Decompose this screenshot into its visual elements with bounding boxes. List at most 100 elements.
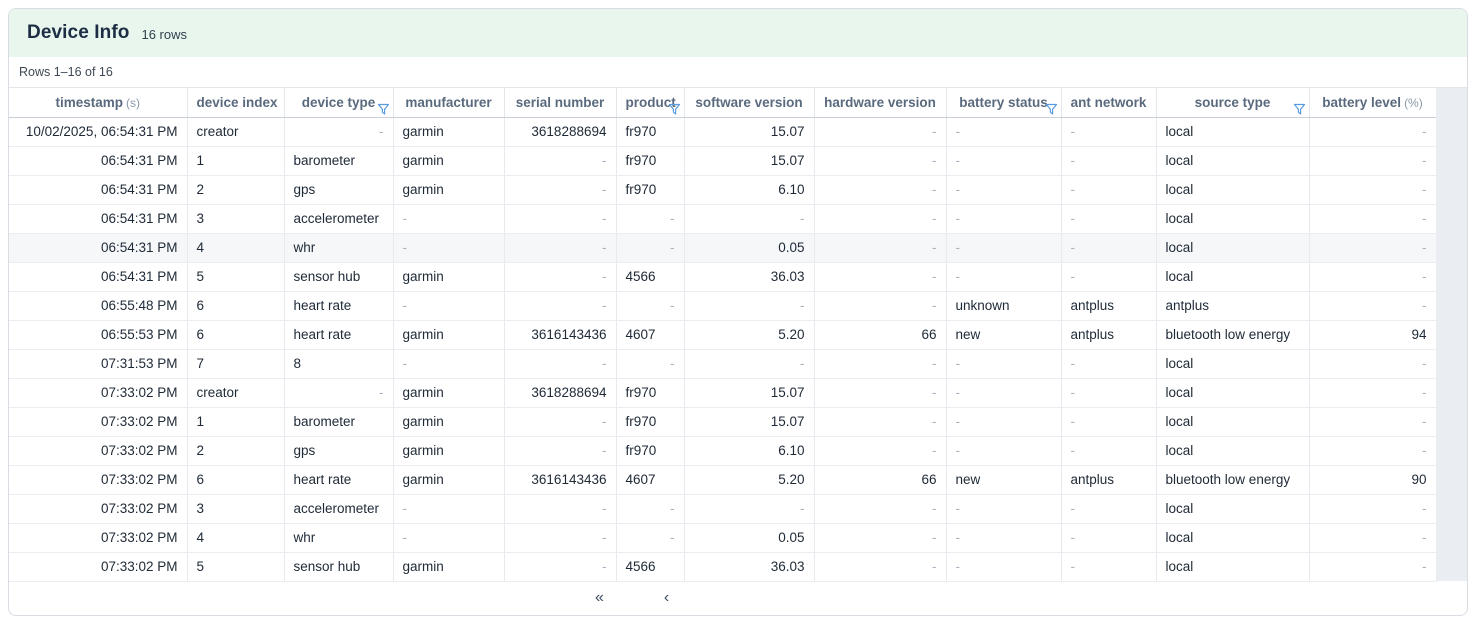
table-cell: 06:54:31 PM xyxy=(9,146,188,176)
table-cell: - xyxy=(1309,117,1437,147)
column-header-source-type[interactable]: source type xyxy=(1156,88,1310,118)
table-cell: - xyxy=(616,494,685,524)
table-cell: 15.07 xyxy=(684,407,815,437)
column-header-label: battery status xyxy=(959,94,1048,110)
table-row: 07:33:02 PM 2 gps garmin - fr970 6.10- - - local - xyxy=(9,436,1437,466)
table-cell: - xyxy=(814,117,947,147)
table-cell: garmin xyxy=(393,320,505,350)
table-cell: fr970 xyxy=(616,117,685,147)
table-cell: - xyxy=(504,349,617,379)
table-row: 07:31:53 PM 7 8- - - - - - - local - xyxy=(9,349,1437,379)
table-cell: - xyxy=(814,349,947,379)
table-row: 07:33:02 PM 3 accelerometer - - - - - - - local - xyxy=(9,494,1437,524)
table-cell: - xyxy=(814,436,947,466)
pagination-bar: « ‹ xyxy=(9,582,1362,615)
table-cell: new xyxy=(946,465,1062,495)
table-cell: garmin xyxy=(393,465,505,495)
filter-icon[interactable] xyxy=(377,103,390,116)
table-cell: 6.10 xyxy=(684,175,815,205)
table-cell: 4607 xyxy=(616,320,685,350)
table-cell: - xyxy=(814,494,947,524)
device-info-card: Device Info 16 rows Rows 1–16 of 16 time… xyxy=(8,8,1468,616)
filter-icon[interactable] xyxy=(1045,103,1058,116)
table-cell: - xyxy=(504,494,617,524)
column-header-device-index[interactable]: device index xyxy=(187,88,285,118)
table-cell: - xyxy=(1061,436,1157,466)
table-row: 07:33:02 PM 5 sensor hub garmin -4566 36.03- -… xyxy=(9,552,1437,582)
column-header-device-type[interactable]: device type xyxy=(284,88,394,118)
table-cell: - xyxy=(946,175,1062,205)
column-header-label: manufacturer xyxy=(405,94,492,110)
table-row: 10/02/2025, 06:54:31 PM creator - garmin 361… xyxy=(9,117,1437,147)
table-cell: - xyxy=(946,349,1062,379)
table-cell: - xyxy=(1309,407,1437,437)
table-cell: - xyxy=(814,378,947,408)
table-cell: fr970 xyxy=(616,407,685,437)
table-cell: accelerometer xyxy=(284,494,394,524)
table-cell: heart rate xyxy=(284,320,394,350)
table-cell: 4 xyxy=(187,523,285,553)
table-cell: - xyxy=(1061,523,1157,553)
table-cell: accelerometer xyxy=(284,204,394,234)
table-cell: local xyxy=(1156,175,1310,205)
table-row: 07:33:02 PM creator - garmin 3618288694 fr970… xyxy=(9,378,1437,408)
table-cell: - xyxy=(814,204,947,234)
table-cell: 4566 xyxy=(616,262,685,292)
table-cell: local xyxy=(1156,117,1310,147)
table-cell: heart rate xyxy=(284,465,394,495)
table-cell: local xyxy=(1156,204,1310,234)
table-cell: local xyxy=(1156,378,1310,408)
filter-icon[interactable] xyxy=(668,103,681,116)
table-cell: fr970 xyxy=(616,175,685,205)
column-header-timestamp[interactable]: timestamp (s) xyxy=(9,88,188,118)
table-cell: 36.03 xyxy=(684,262,815,292)
column-header-hardware-version[interactable]: hardware version xyxy=(814,88,947,118)
table-cell: - xyxy=(393,204,505,234)
page-title: Device Info xyxy=(27,22,130,43)
table-cell: local xyxy=(1156,494,1310,524)
table-cell: whr xyxy=(284,233,394,263)
table-cell: - xyxy=(1061,378,1157,408)
table-cell: antplus xyxy=(1061,320,1157,350)
table-cell: - xyxy=(393,523,505,553)
table-row: 07:33:02 PM 1 barometer garmin - fr970 15.07- -… xyxy=(9,407,1437,437)
table-cell: garmin xyxy=(393,146,505,176)
device-info-table: timestamp (s) device index device type manuf… xyxy=(9,88,1437,582)
table-cell: - xyxy=(1309,494,1437,524)
column-header-product[interactable]: product xyxy=(616,88,685,118)
table-cell: 15.07 xyxy=(684,117,815,147)
table-cell: 1 xyxy=(187,146,285,176)
column-header-manufacturer[interactable]: manufacturer xyxy=(393,88,505,118)
table-cell: - xyxy=(1309,175,1437,205)
table-cell: 07:33:02 PM xyxy=(9,494,188,524)
column-header-battery-status[interactable]: battery status xyxy=(946,88,1062,118)
table-cell: - xyxy=(1309,233,1437,263)
rows-range-label: Rows 1–16 of 16 xyxy=(9,57,1467,88)
table-cell: - xyxy=(946,204,1062,234)
column-header-label: serial number xyxy=(515,94,605,110)
table-cell: - xyxy=(504,523,617,553)
column-header-battery-level[interactable]: battery level (%) xyxy=(1309,88,1437,118)
table-cell: new xyxy=(946,320,1062,350)
column-header-ant-network[interactable]: ant network xyxy=(1061,88,1157,118)
table-area: timestamp (s) device index device type manuf… xyxy=(9,88,1467,582)
table-row: 07:33:02 PM 6 heart rate garmin 3616143436 46… xyxy=(9,465,1437,495)
table-cell: - xyxy=(1061,262,1157,292)
column-header-software-version[interactable]: software version xyxy=(684,88,815,118)
table-cell: - xyxy=(284,117,394,147)
table-cell: 3616143436 xyxy=(504,320,617,350)
previous-page-button[interactable]: ‹ xyxy=(656,588,678,608)
table-cell: creator xyxy=(187,117,285,147)
table-cell: - xyxy=(1061,407,1157,437)
column-header-serial-number[interactable]: serial number xyxy=(504,88,617,118)
table-cell: 07:33:02 PM xyxy=(9,407,188,437)
table-cell: heart rate xyxy=(284,291,394,321)
filter-icon[interactable] xyxy=(1293,103,1306,116)
table-row: 06:54:31 PM 4 whr - - -0.05- - - local - xyxy=(9,233,1437,263)
table-cell: 6 xyxy=(187,320,285,350)
table-cell: - xyxy=(684,349,815,379)
first-page-button[interactable]: « xyxy=(589,588,611,608)
table-cell: 07:33:02 PM xyxy=(9,552,188,582)
table-cell: 66 xyxy=(814,465,947,495)
card-title-band: Device Info 16 rows xyxy=(9,9,1467,57)
